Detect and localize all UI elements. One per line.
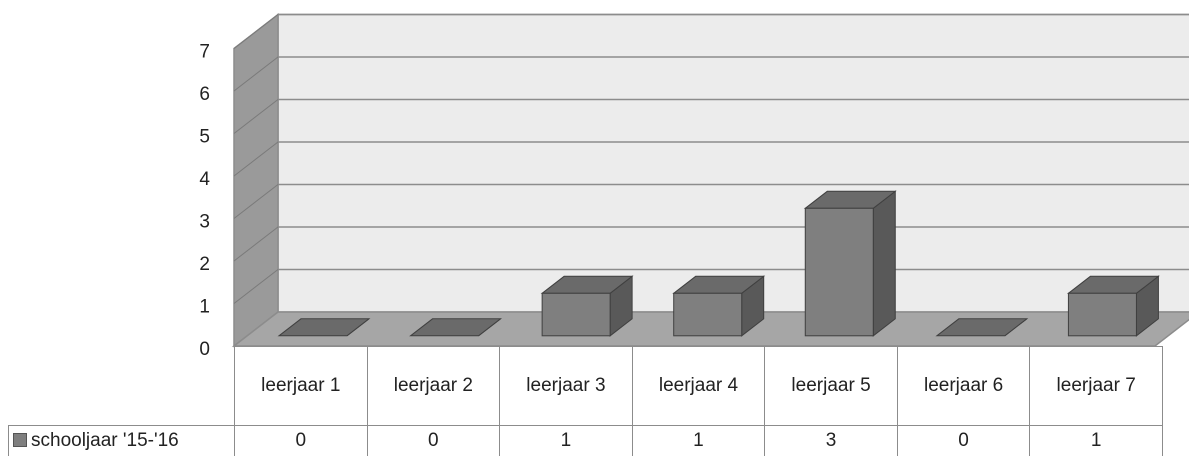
y-tick-label: 1: [199, 297, 210, 318]
value-cell: 0: [366, 425, 501, 456]
value-cell: 1: [631, 425, 766, 456]
bar: [541, 292, 611, 337]
blank-cell: [9, 347, 235, 426]
side-grid-line: [233, 99, 279, 134]
legend-label: schooljaar '15-'16: [31, 430, 179, 451]
y-tick-label: 5: [199, 127, 210, 148]
y-tick-label: 7: [199, 42, 210, 63]
bar: [673, 292, 743, 337]
value-cell: 0: [896, 425, 1031, 456]
x-tick-label: leerjaar 3: [499, 346, 633, 426]
side-grid-line: [233, 141, 279, 177]
y-tick-label: 3: [199, 212, 210, 233]
bar-side: [872, 190, 896, 337]
y-tick-label: 2: [199, 254, 210, 275]
value-cell: 0: [234, 425, 368, 456]
y-tick-label: 6: [199, 84, 210, 105]
bar-top: [277, 318, 371, 337]
value-cell: 1: [499, 425, 633, 456]
bar-top: [409, 318, 503, 337]
legend-swatch: [13, 433, 27, 447]
side-wall: [233, 12, 279, 348]
bar: [804, 207, 874, 337]
back-wall: [277, 13, 1189, 313]
table-header-row: leerjaar 1 leerjaar 2 leerjaar 3 leerjaar 4…: [9, 346, 1163, 426]
x-tick-label: leerjaar 5: [764, 346, 898, 426]
x-tick-label: leerjaar 6: [896, 346, 1031, 426]
side-grid-line: [233, 56, 279, 92]
side-grid-line: [233, 14, 279, 49]
data-table: leerjaar 1 leerjaar 2 leerjaar 3 leerjaar 4…: [8, 346, 1163, 456]
bar: [1067, 292, 1137, 337]
bar-top: [935, 318, 1029, 337]
x-tick-label: leerjaar 7: [1029, 346, 1163, 426]
side-grid-line: [233, 269, 279, 304]
value-cell: 3: [764, 425, 898, 456]
y-tick-label: 0: [199, 339, 210, 360]
value-cell: 1: [1029, 425, 1163, 456]
x-tick-label: leerjaar 1: [234, 346, 368, 426]
side-grid-line: [233, 184, 279, 219]
x-tick-label: leerjaar 2: [366, 346, 501, 426]
x-tick-label: leerjaar 4: [631, 346, 766, 426]
y-tick-label: 4: [199, 169, 210, 190]
legend-cell: schooljaar '15-'16: [8, 425, 235, 456]
side-grid-line: [233, 226, 279, 262]
